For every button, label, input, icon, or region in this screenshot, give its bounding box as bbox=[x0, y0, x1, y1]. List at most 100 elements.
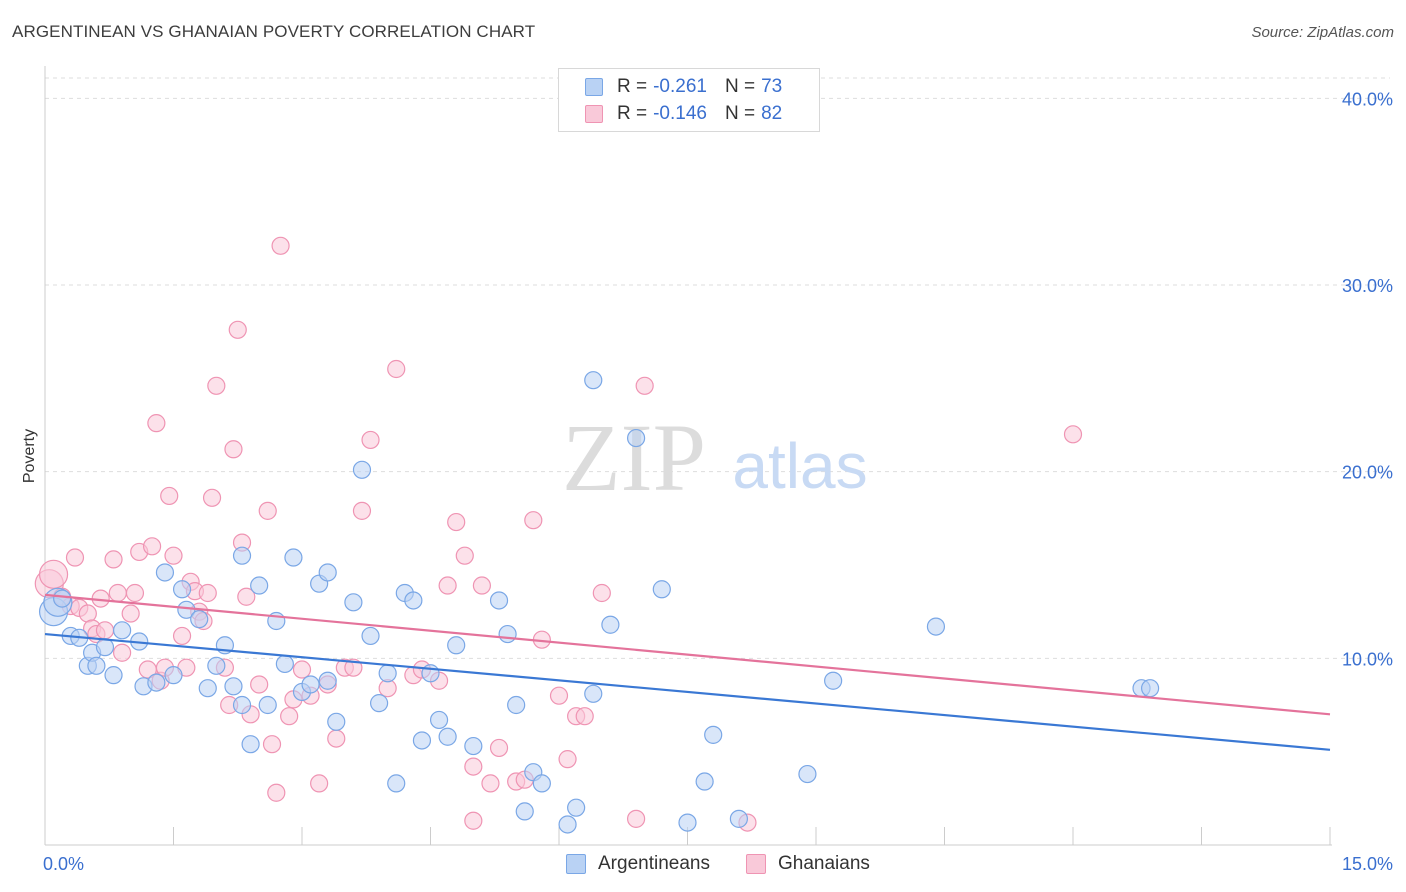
ghanaian-point bbox=[271, 236, 290, 255]
argentinean-point bbox=[678, 813, 697, 832]
legend-n-value: 73 bbox=[761, 76, 783, 97]
argentinean-point bbox=[258, 695, 277, 715]
ghanaian-point bbox=[592, 583, 611, 603]
argentinean-point bbox=[558, 815, 577, 834]
argentinean-point bbox=[87, 656, 106, 675]
argentinean-point bbox=[515, 802, 534, 821]
argentinean-point bbox=[275, 654, 294, 674]
ghanaian-point bbox=[108, 583, 127, 603]
argentinean-point bbox=[1140, 679, 1160, 698]
argentinean-point bbox=[224, 677, 243, 696]
argentinean-point bbox=[387, 774, 406, 793]
ghanaian-point bbox=[310, 774, 329, 793]
argentinean-point bbox=[95, 638, 115, 657]
ghanaian-point bbox=[635, 376, 654, 395]
ghanaian-point bbox=[207, 376, 226, 395]
watermark-zip: ZIP bbox=[562, 404, 706, 511]
argentinean-point bbox=[232, 695, 252, 715]
bottom-legend-label: Ghanaians bbox=[778, 853, 870, 874]
ghanaian-point bbox=[172, 626, 192, 646]
argentinean-point bbox=[489, 591, 509, 610]
argentinean-point bbox=[112, 621, 132, 640]
y-tick-label: 20.0% bbox=[1342, 463, 1393, 483]
ghanaian-point bbox=[447, 512, 466, 532]
argentinean-point bbox=[626, 428, 646, 448]
ghanaian-point bbox=[202, 488, 222, 507]
x-tick-label: 0.0% bbox=[43, 854, 84, 874]
ghanaian-point bbox=[78, 604, 97, 623]
argentinean-point bbox=[824, 671, 843, 690]
legend-n-label: N = bbox=[724, 76, 756, 97]
ghanaian-point bbox=[258, 501, 277, 520]
bottom-legend-ghanaians: Ghanaians bbox=[746, 852, 870, 876]
ghanaian-point bbox=[464, 757, 483, 776]
ghanaian-point bbox=[575, 707, 594, 726]
argentinean-point bbox=[207, 656, 226, 675]
argentinean-point bbox=[172, 580, 192, 599]
y-axis-label: Poverty bbox=[21, 429, 38, 483]
legend-r-value: -0.146 bbox=[653, 103, 707, 124]
ghanaian-trend-line bbox=[44, 593, 1331, 716]
bottom-legend-argentineans: Argentineans bbox=[566, 852, 710, 876]
correlation-legend: R = -0.261 N = 73 R = -0.146 N = 82 bbox=[558, 68, 820, 132]
argentinean-point bbox=[352, 460, 372, 479]
ghanaian-point bbox=[489, 738, 509, 758]
y-tick-label: 30.0% bbox=[1342, 276, 1393, 296]
ghanaian-point bbox=[237, 587, 256, 606]
argentinean-point bbox=[318, 671, 337, 690]
argentinean-point bbox=[412, 731, 432, 750]
argentinean-point bbox=[155, 563, 175, 582]
ghanaian-point bbox=[198, 583, 217, 603]
legend-row-ghanaians: R = -0.146 N = 82 bbox=[585, 102, 782, 126]
ghanaian-point bbox=[472, 576, 491, 595]
y-tick-label: 10.0% bbox=[1342, 649, 1393, 669]
legend-n-value: 82 bbox=[761, 103, 783, 124]
argentinean-point bbox=[361, 626, 380, 646]
argentinean-point bbox=[378, 664, 397, 683]
y-tick-label: 40.0% bbox=[1342, 89, 1393, 109]
argentinean-point bbox=[798, 764, 817, 784]
argentinean-point bbox=[232, 546, 252, 565]
ghanaian-point bbox=[125, 583, 145, 603]
ghanaian-point bbox=[464, 811, 483, 830]
argentinean-point bbox=[438, 727, 457, 746]
argentinean-point bbox=[164, 666, 183, 685]
ghanaian-point bbox=[121, 604, 140, 623]
ghanaian-point bbox=[327, 729, 346, 748]
argentinean-point bbox=[532, 774, 551, 793]
ghanaian-point bbox=[267, 783, 286, 802]
ghanaian-point bbox=[104, 550, 123, 569]
argentinean-point bbox=[344, 593, 363, 612]
ghanaian-point bbox=[95, 621, 115, 640]
ghanaian-point bbox=[481, 774, 500, 793]
ghanaian-point bbox=[224, 440, 243, 459]
argentinean-point bbox=[429, 710, 449, 730]
argentinean-point bbox=[104, 666, 123, 685]
tick-labels: 10.0% 20.0% 30.0% 40.0% 0.0% 15.0% bbox=[43, 89, 1393, 874]
watermark: ZIP atlas bbox=[562, 404, 868, 511]
ghanaian-point bbox=[142, 537, 162, 556]
argentinean-trend-line bbox=[44, 632, 1331, 751]
ghanaian-point bbox=[228, 320, 247, 339]
ghanaian-point bbox=[65, 548, 85, 567]
x-tick-label: 15.0% bbox=[1342, 854, 1393, 874]
argentinean-point bbox=[404, 591, 423, 610]
axes bbox=[44, 66, 1332, 846]
argentinean-point bbox=[447, 636, 466, 655]
legend-r-label: R = bbox=[617, 103, 648, 124]
ghanaian-point bbox=[262, 735, 282, 754]
argentinean-point bbox=[301, 675, 320, 694]
argentinean-point bbox=[584, 371, 603, 390]
legend-swatch-ghanaians bbox=[585, 105, 603, 123]
ghanaian-point bbox=[292, 660, 312, 679]
argentinean-point bbox=[601, 615, 620, 634]
ghanaian-point bbox=[524, 511, 543, 530]
argentinean-point bbox=[567, 798, 586, 817]
ghanaian-point bbox=[164, 546, 183, 565]
gridlines bbox=[45, 77, 1390, 659]
ghanaian-point bbox=[626, 809, 646, 828]
ghanaian-point bbox=[558, 750, 577, 769]
argentinean-point bbox=[190, 610, 209, 629]
legend-swatch-argentineans bbox=[585, 78, 603, 96]
